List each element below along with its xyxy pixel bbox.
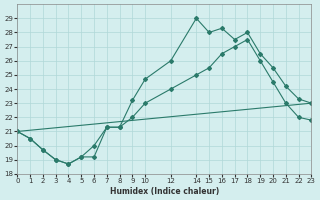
X-axis label: Humidex (Indice chaleur): Humidex (Indice chaleur)	[110, 187, 219, 196]
